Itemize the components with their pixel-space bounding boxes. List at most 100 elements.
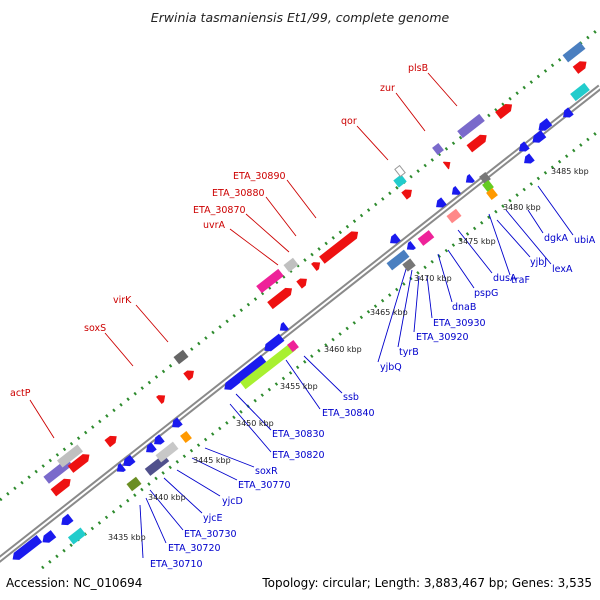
label-callout [265,196,297,237]
gene-feature [50,478,71,497]
gene-label-forward: soxS [84,323,106,334]
gene-label-reverse: ssb [343,392,359,403]
kbp-tick-label: 3480 kbp [503,203,541,212]
feature-glyphs [12,41,590,560]
gene-label-reverse: ETA_30840 [322,408,375,419]
kbp-tick-label: 3455 kbp [280,382,318,391]
gene-feature [56,444,84,468]
gene-feature [116,462,126,472]
label-callout [413,275,420,333]
label-callout [235,393,272,431]
kbp-tick-label: 3470 kbp [414,274,452,283]
gene-feature [406,240,416,250]
gene-label-reverse: tyrB [399,347,419,358]
gene-feature [173,349,189,365]
gene-feature [61,513,74,526]
gene-feature [126,476,142,492]
gene-feature [296,278,307,289]
gene-feature [402,258,416,272]
gene-feature [154,434,165,445]
gene-feature [442,161,451,170]
label-callout-lines [29,72,574,559]
gene-label-reverse: ubiA [574,235,596,246]
label-callout [135,304,169,343]
gene-feature [319,231,359,264]
gene-feature [495,103,513,120]
label-callout [427,72,458,107]
gene-feature [482,179,494,193]
label-callout [149,489,184,531]
footer: Accession: NC_010694 Topology: circular;… [0,572,600,594]
gene-label-reverse: ETA_30820 [272,450,325,461]
inner-dotted-guide [41,128,600,570]
gene-feature [466,134,487,153]
label-callout [303,355,343,394]
gene-feature [401,189,412,200]
gene-feature [156,395,166,405]
gene-label-reverse: ETA_30770 [238,480,291,491]
gene-feature [465,173,475,183]
gene-feature [172,417,183,428]
label-callout [139,504,144,559]
gene-feature [123,454,136,467]
label-callout [29,399,55,439]
kbp-tick-label: 3445 kbp [193,456,231,465]
gene-feature [486,187,498,201]
gene-feature [417,230,435,246]
gene-label-reverse: dgkA [544,233,569,244]
label-callout [395,92,426,132]
gene-label-forward: virK [113,295,132,306]
gene-feature [67,527,87,545]
kbp-tick-label: 3440 kbp [148,493,186,502]
gene-label-reverse: yjcE [203,513,223,524]
label-callout [537,185,574,236]
gene-feature [256,268,284,294]
gene-label-forward: plsB [408,63,428,74]
label-callout [245,213,290,253]
gene-feature [283,257,299,273]
kbp-tick-label: 3460 kbp [324,345,362,354]
gene-feature [104,435,117,448]
label-callout [229,228,279,266]
gene-feature [67,454,90,473]
gene-feature [224,355,267,390]
gene-label-reverse: traF [511,275,530,286]
gene-feature [311,262,321,272]
gene-label-reverse: dusA [493,273,517,284]
gene-feature [146,442,157,453]
gene-feature [267,287,293,310]
label-callout [176,469,221,497]
accession-text: Accession: NC_010694 [6,576,143,590]
gene-feature [287,339,299,353]
map-title: Erwinia tasmaniensis Et1/99, complete ge… [150,10,450,25]
gene-feature [240,342,296,390]
gene-label-forward: uvrA [203,220,226,231]
kbp-tick-label: 3475 kbp [458,237,496,246]
label-callout [286,179,317,219]
gene-label-forward: ETA_30880 [212,188,265,199]
gene-feature [532,130,547,143]
gene-feature [180,430,192,444]
gene-label-reverse: ETA_30830 [272,429,325,440]
gene-feature [524,153,535,164]
gene-label-reverse: yjbQ [380,362,402,373]
label-callout [457,229,493,274]
gene-feature [563,107,574,118]
gene-feature [446,208,462,224]
reverse-strand-labels: ETA_30710 ETA_30720 ETA_30730 yjcE yjcD ETA_3… [150,233,596,570]
gene-feature [183,370,194,381]
gene-label-reverse: ETA_30710 [150,559,203,570]
gene-feature [155,441,179,463]
gene-feature [264,333,285,352]
label-callout [437,253,453,303]
genome-backbone-inner [0,86,600,561]
gene-feature [519,141,530,152]
genome-map: 3435 kbp 3440 kbp 3445 kbp 3450 kbp 3455 kbp… [0,26,600,570]
kbp-tick-label: 3465 kbp [370,308,408,317]
kbp-ticks: 3435 kbp 3440 kbp 3445 kbp 3450 kbp 3455 kbp… [108,167,589,542]
gene-feature [393,174,407,188]
gene-label-reverse: ETA_30730 [184,529,237,540]
label-callout [285,359,321,410]
gene-feature [538,118,553,131]
label-callout [527,209,544,234]
